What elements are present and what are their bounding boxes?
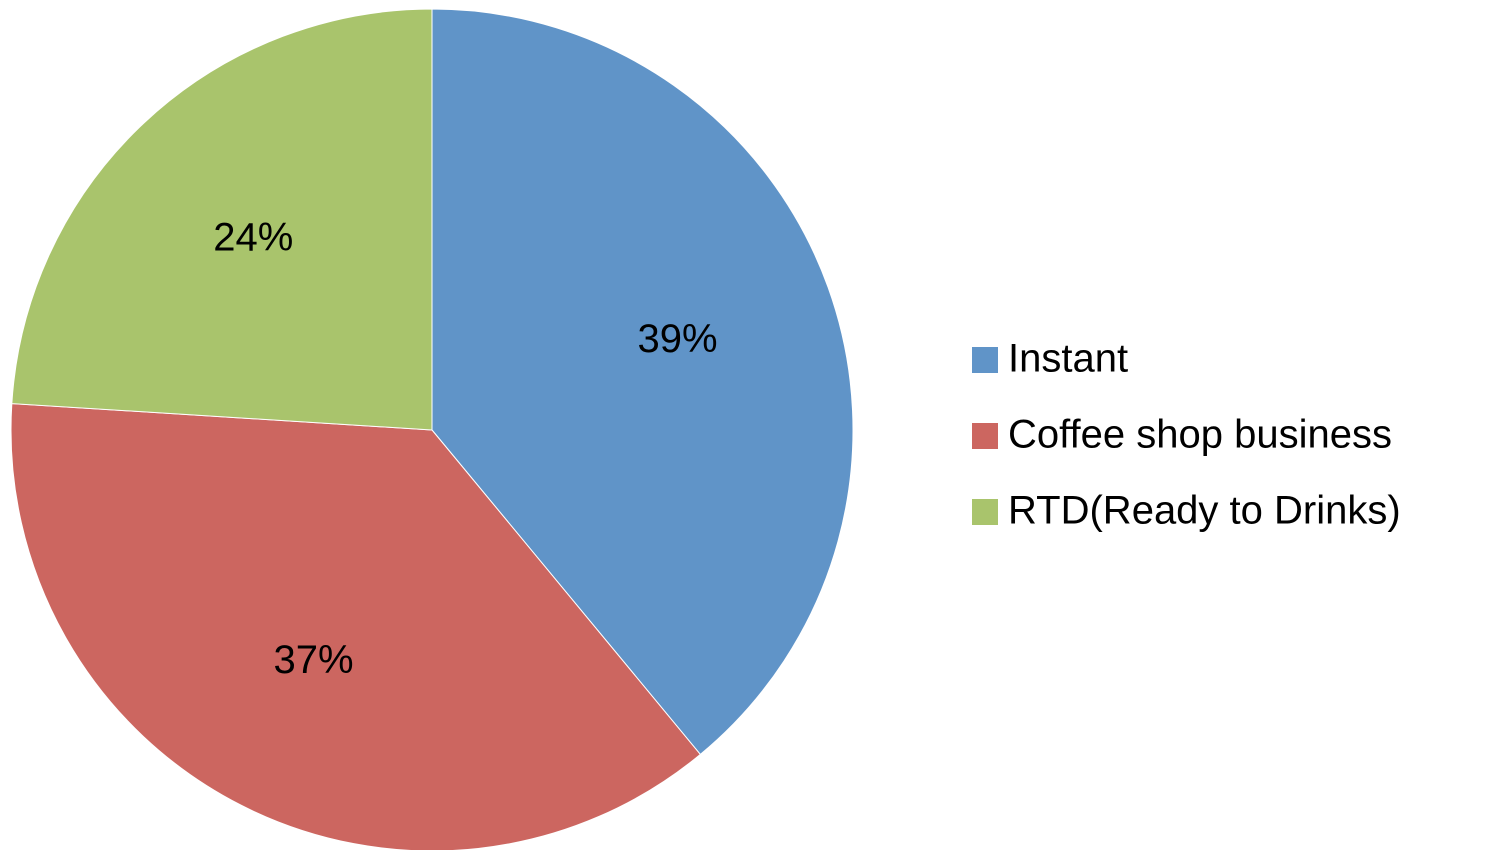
legend-label: Coffee shop business	[1008, 413, 1392, 457]
legend-swatch	[972, 347, 998, 373]
legend-label: Instant	[1008, 337, 1128, 381]
data-label: 39%	[638, 317, 718, 361]
legend-label: RTD(Ready to Drinks)	[1008, 489, 1401, 533]
pie-slice	[11, 8, 433, 431]
pie-slice	[10, 403, 702, 850]
legend-swatch	[972, 499, 998, 525]
pie-slice	[431, 8, 854, 756]
legend-swatch	[972, 423, 998, 449]
data-label: 37%	[273, 638, 353, 682]
data-label: 24%	[213, 215, 293, 259]
